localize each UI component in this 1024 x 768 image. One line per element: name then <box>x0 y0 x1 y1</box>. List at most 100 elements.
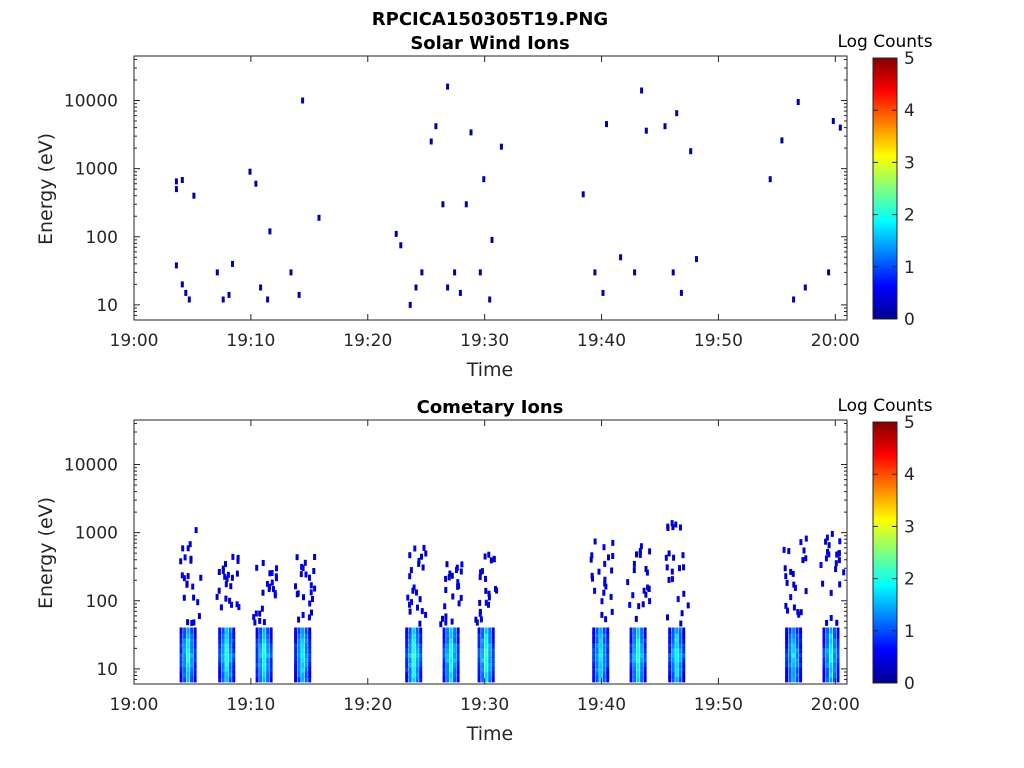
heatmap-cell <box>186 647 190 654</box>
heatmap-cell <box>481 652 485 658</box>
heatmap-cell <box>487 601 490 608</box>
heatmap-cell <box>829 647 833 654</box>
heatmap-cell <box>301 647 305 654</box>
heatmap-cell <box>636 627 640 634</box>
heatmap-cell <box>484 637 488 644</box>
heatmap-cell <box>459 568 463 575</box>
heatmap-cell <box>394 230 398 237</box>
heatmap-cell <box>235 570 239 577</box>
heatmap-cell <box>640 661 644 668</box>
heatmap-cell <box>826 661 829 668</box>
heatmap-cell <box>484 676 488 683</box>
heatmap-cell <box>833 666 836 673</box>
heatmap-cell <box>453 642 457 649</box>
heatmap-cell <box>301 666 305 673</box>
heatmap-cell <box>484 647 488 654</box>
heatmap-cell <box>180 281 184 288</box>
heatmap-cell <box>456 661 460 668</box>
heatmap-cell <box>301 661 305 668</box>
heatmap-cell <box>665 564 669 571</box>
heatmap-cell <box>453 627 457 634</box>
heatmap-cell <box>788 642 792 649</box>
heatmap-cell <box>415 627 419 634</box>
heatmap-cell <box>269 637 273 644</box>
heatmap-cell <box>643 637 647 644</box>
heatmap-cell <box>192 594 196 601</box>
heatmap-cell <box>632 567 636 574</box>
heatmap-cell <box>675 656 679 663</box>
colorbar-tick-label: 4 <box>904 465 915 485</box>
heatmap-cell <box>415 671 419 678</box>
heatmap-cell <box>179 661 183 668</box>
heatmap-cell <box>230 601 233 608</box>
heatmap-cell <box>788 652 792 658</box>
heatmap-cell <box>643 656 647 663</box>
heatmap-cell <box>448 570 452 577</box>
heatmap-cell <box>593 269 597 276</box>
heatmap-cell <box>606 656 610 663</box>
heatmap-cell <box>192 619 196 626</box>
heatmap-cell <box>301 671 305 678</box>
heatmap-cell <box>304 571 308 578</box>
colorbar-tick-label: 3 <box>904 153 915 173</box>
heatmap-cell <box>297 616 301 623</box>
heatmap-cell <box>686 602 690 609</box>
heatmap-cell <box>643 627 647 634</box>
heatmap-cell <box>197 613 201 620</box>
heatmap-cell <box>599 637 603 644</box>
heatmap-cell <box>633 637 637 644</box>
heatmap-cell <box>412 656 416 663</box>
heatmap-cell <box>833 627 836 634</box>
heatmap-cell <box>629 632 633 639</box>
heatmap-cell <box>294 666 298 673</box>
heatmap-cell <box>836 627 840 634</box>
heatmap-cell <box>193 666 197 673</box>
heatmap-cell <box>599 671 603 678</box>
heatmap-cell <box>459 594 463 601</box>
x-tick-label: 19:40 <box>577 331 626 351</box>
heatmap-cell <box>450 572 454 579</box>
solar-wind-colorbar: Log Counts 0 1 2 3 4 5 <box>837 32 932 330</box>
heatmap-cell <box>602 647 606 654</box>
heatmap-cell <box>174 178 178 185</box>
heatmap-cell <box>833 676 836 683</box>
heatmap-cell <box>633 647 637 654</box>
heatmap-cell <box>451 593 455 600</box>
heatmap-cell <box>266 296 270 303</box>
heatmap-cell <box>835 551 839 558</box>
heatmap-cell <box>836 661 840 668</box>
heatmap-cell <box>269 652 273 658</box>
heatmap-cell <box>272 586 275 593</box>
heatmap-cell <box>409 567 413 574</box>
heatmap-cell <box>636 637 640 644</box>
heatmap-cell <box>836 637 840 644</box>
heatmap-cell <box>599 661 603 668</box>
heatmap-cell <box>668 656 672 663</box>
heatmap-cell <box>262 661 266 668</box>
heatmap-cell <box>491 642 495 649</box>
heatmap-cell <box>484 661 488 668</box>
heatmap-cell <box>633 656 637 663</box>
heatmap-cell <box>636 656 640 663</box>
heatmap-cell <box>415 661 419 668</box>
heatmap-cell <box>785 627 789 634</box>
heatmap-cell <box>183 676 187 683</box>
heatmap-cell <box>183 666 187 673</box>
heatmap-cell <box>268 228 272 235</box>
heatmap-cell <box>590 552 594 559</box>
heatmap-cell <box>406 594 410 601</box>
heatmap-cell <box>221 647 225 654</box>
heatmap-cell <box>183 647 187 654</box>
heatmap-cell <box>275 565 278 572</box>
cometary-xlabel: Time <box>466 723 514 745</box>
heatmap-cell <box>788 637 792 644</box>
heatmap-cell <box>647 585 651 592</box>
heatmap-cell <box>446 647 450 654</box>
heatmap-cell <box>225 652 229 658</box>
heatmap-cell <box>221 656 225 663</box>
heatmap-cell <box>180 572 184 579</box>
heatmap-cell <box>419 666 423 673</box>
heatmap-cell <box>795 652 799 658</box>
heatmap-cell <box>449 642 453 649</box>
heatmap-cell <box>792 581 796 588</box>
